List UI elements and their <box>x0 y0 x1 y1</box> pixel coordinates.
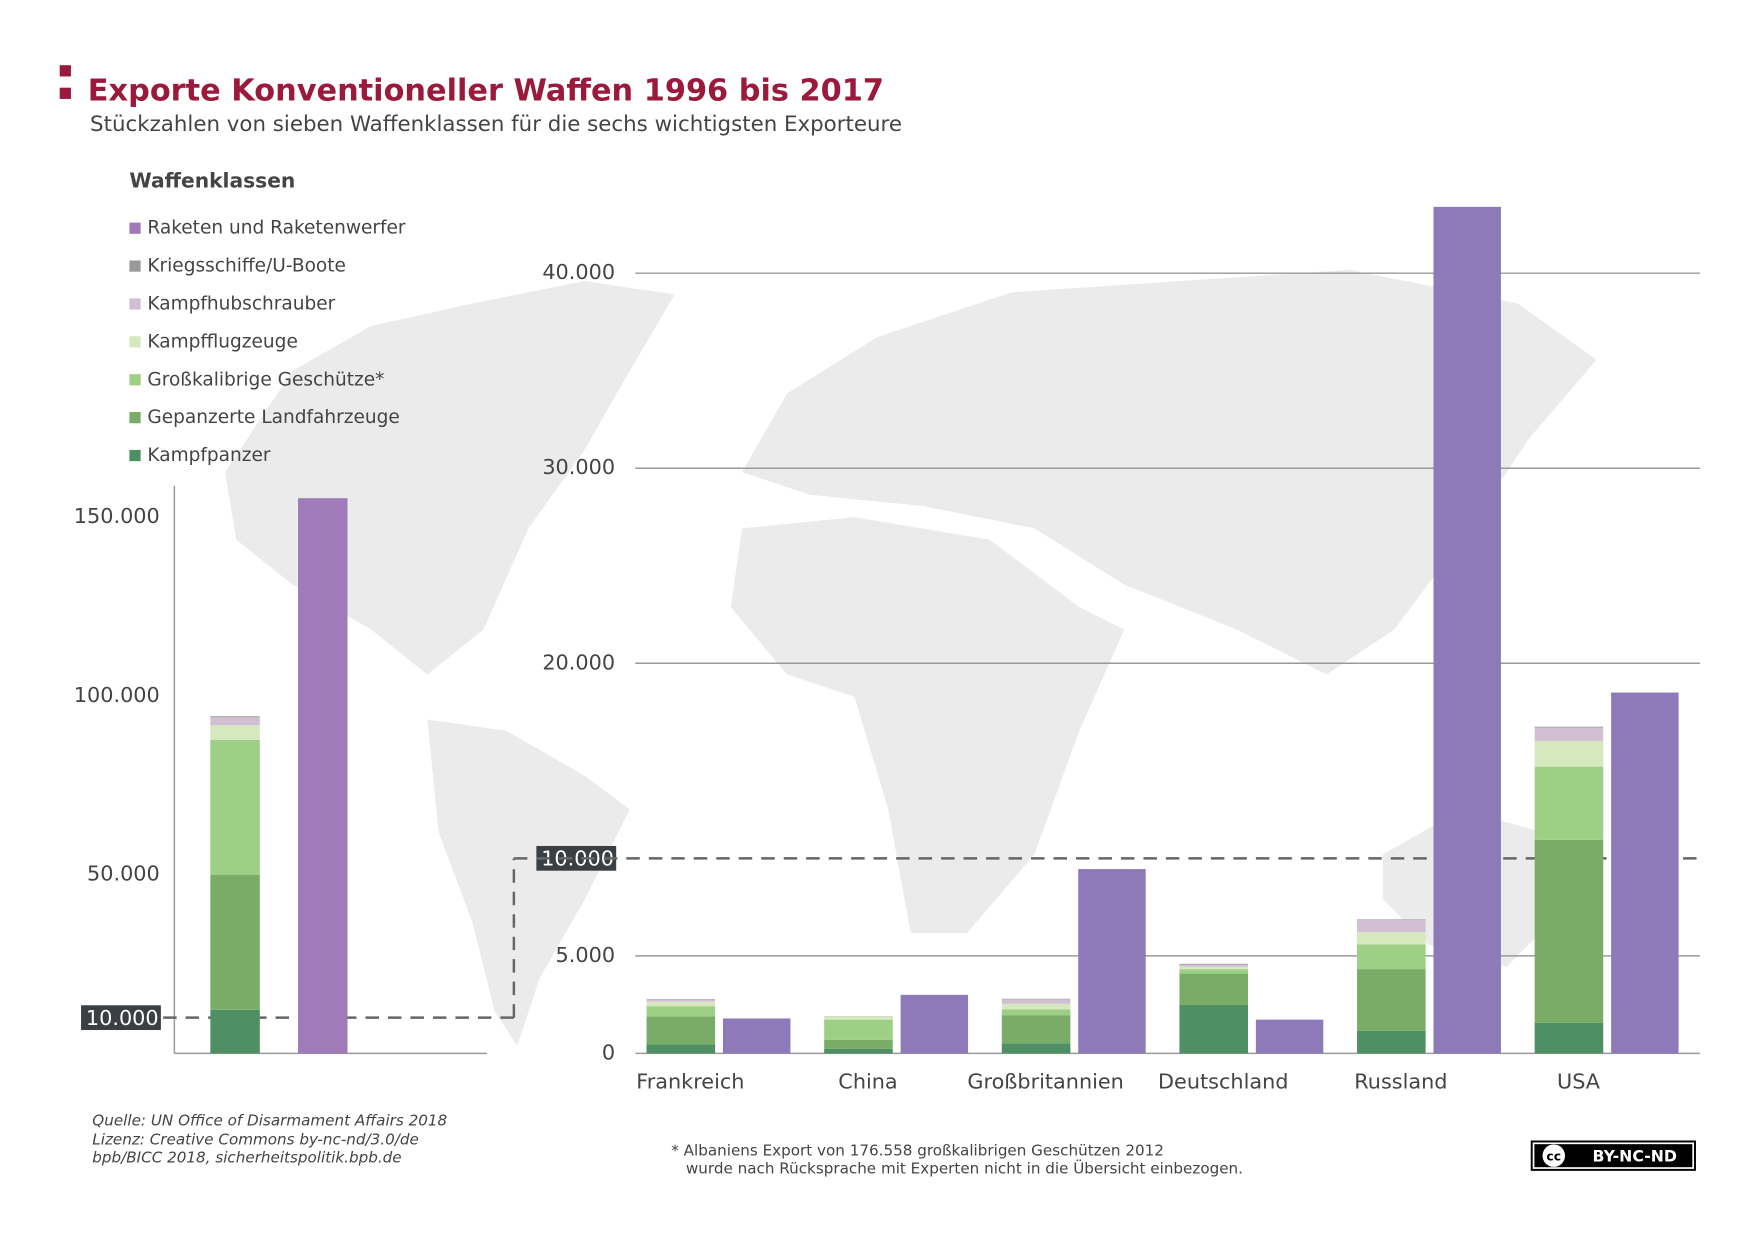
bar <box>1078 869 1146 1054</box>
highlight-tick-label: 10.000 <box>86 1006 159 1030</box>
y-tick-label: 150.000 <box>74 504 160 528</box>
legend-label: Großkalibrige Geschütze* <box>147 369 384 390</box>
x-tick-label: Russland <box>1354 1070 1447 1094</box>
bar-segment <box>1001 1003 1071 1010</box>
y-tick-label: 5.000 <box>556 943 616 967</box>
bar-segment <box>1179 1005 1248 1054</box>
legend-label: Kampfhubschrauber <box>147 293 335 314</box>
legend-swatch <box>129 374 141 386</box>
bar-segment <box>210 739 260 875</box>
legend-label: Kampfflugzeuge <box>147 331 297 352</box>
bar-segment <box>824 1016 893 1020</box>
x-tick-label: Deutschland <box>1158 1070 1288 1094</box>
bar-segment <box>824 1019 893 1040</box>
bar-segment <box>1179 973 1248 1006</box>
badge-icon <box>1542 1144 1566 1167</box>
bar-segment <box>1001 1043 1071 1054</box>
x-tick-label: Großbritannien <box>967 1070 1123 1094</box>
bar <box>722 1018 791 1054</box>
bar-segment <box>1534 726 1604 728</box>
bar-segment <box>646 1044 716 1054</box>
x-tick-label: USA <box>1557 1070 1601 1094</box>
title-mark <box>59 65 71 77</box>
bar-segment <box>1534 740 1604 767</box>
source: bpb/BICC 2018, sicherheitspolitik.bpb.de <box>92 1148 401 1166</box>
legend-swatch <box>129 260 141 272</box>
highlight-tick-box <box>81 1005 161 1030</box>
bar-segment <box>210 1009 260 1054</box>
highlight-tick-label: 10.000 <box>541 846 614 870</box>
license-badge: cc BY-NC-ND <box>1530 1140 1696 1171</box>
bar <box>900 994 969 1054</box>
bar-segment <box>824 1048 893 1054</box>
x-tick-label: China <box>838 1070 897 1094</box>
legend-label: Kampfpanzer <box>147 445 271 466</box>
y-tick-label: 40.000 <box>542 260 615 284</box>
source: Lizenz: Creative Commons by-nc-nd/3.0/de <box>92 1130 419 1148</box>
legend-swatch <box>129 298 141 310</box>
source: Quelle: UN Office of Disarmament Affairs… <box>92 1111 447 1129</box>
bar-segment <box>210 725 260 740</box>
bar-segment <box>1179 963 1248 965</box>
y-tick-label: 50.000 <box>87 862 160 886</box>
badge-text: BY-NC-ND <box>1592 1146 1677 1165</box>
bar-segment <box>210 716 260 718</box>
footnote: wurde nach Rücksprache mit Experten nich… <box>686 1159 1243 1178</box>
bar-segment <box>1001 998 1071 1000</box>
bar-segment <box>646 1016 716 1045</box>
bar-segment <box>1534 727 1604 741</box>
bar-segment <box>1001 999 1071 1004</box>
y-tick-label: 0 <box>602 1040 615 1064</box>
legend-title: Waffenklassen <box>129 169 295 193</box>
bar <box>1433 206 1501 1054</box>
bar-segment <box>1357 919 1426 933</box>
bar-segment <box>646 999 716 1002</box>
bar-segment <box>1001 1015 1071 1044</box>
legend-label: Kriegsschiffe/U-Boote <box>147 256 346 277</box>
bar <box>298 498 348 1054</box>
y-tick-label: 100.000 <box>74 683 160 707</box>
bar-segment <box>1357 944 1426 970</box>
bar-segment <box>210 874 260 1010</box>
bar-segment <box>1001 1009 1071 1016</box>
bar <box>1255 1019 1324 1054</box>
bar-segment <box>646 1006 716 1017</box>
legend-swatch <box>129 222 141 234</box>
bar-segment <box>1357 932 1426 945</box>
legend-swatch <box>129 449 141 462</box>
bar-segment <box>1179 966 1248 970</box>
legend-swatch <box>129 412 141 424</box>
legend-label: Raketen und Raketenwerfer <box>147 218 406 239</box>
bar-segment <box>1179 964 1248 967</box>
bar-segment <box>824 1039 893 1049</box>
bar-segment <box>1179 969 1248 974</box>
y-tick-label: 30.000 <box>542 455 615 479</box>
title-mark <box>59 87 71 99</box>
bar-segment <box>1357 1030 1426 1054</box>
bar-segment <box>210 717 260 726</box>
x-tick-label: Frankreich <box>636 1070 744 1094</box>
legend-swatch <box>129 336 141 348</box>
bar-segment <box>646 1001 716 1007</box>
y-tick-label: 20.000 <box>542 650 615 674</box>
bar-segment <box>1357 969 1426 1031</box>
badge-icon-text: cc <box>1546 1149 1561 1163</box>
bar-segment <box>1534 766 1604 840</box>
footnote: * Albaniens Export von 176.558 großkalib… <box>671 1142 1164 1160</box>
subtitle: Stückzahlen von sieben Waffenklassen für… <box>90 112 902 137</box>
title: Exporte Konventioneller Waffen 1996 bis … <box>88 74 884 109</box>
legend-label: Gepanzerte Landfahrzeuge <box>147 407 399 428</box>
bar-segment <box>1534 1022 1604 1054</box>
bar-segment <box>1534 839 1604 1023</box>
bar <box>1611 692 1679 1054</box>
